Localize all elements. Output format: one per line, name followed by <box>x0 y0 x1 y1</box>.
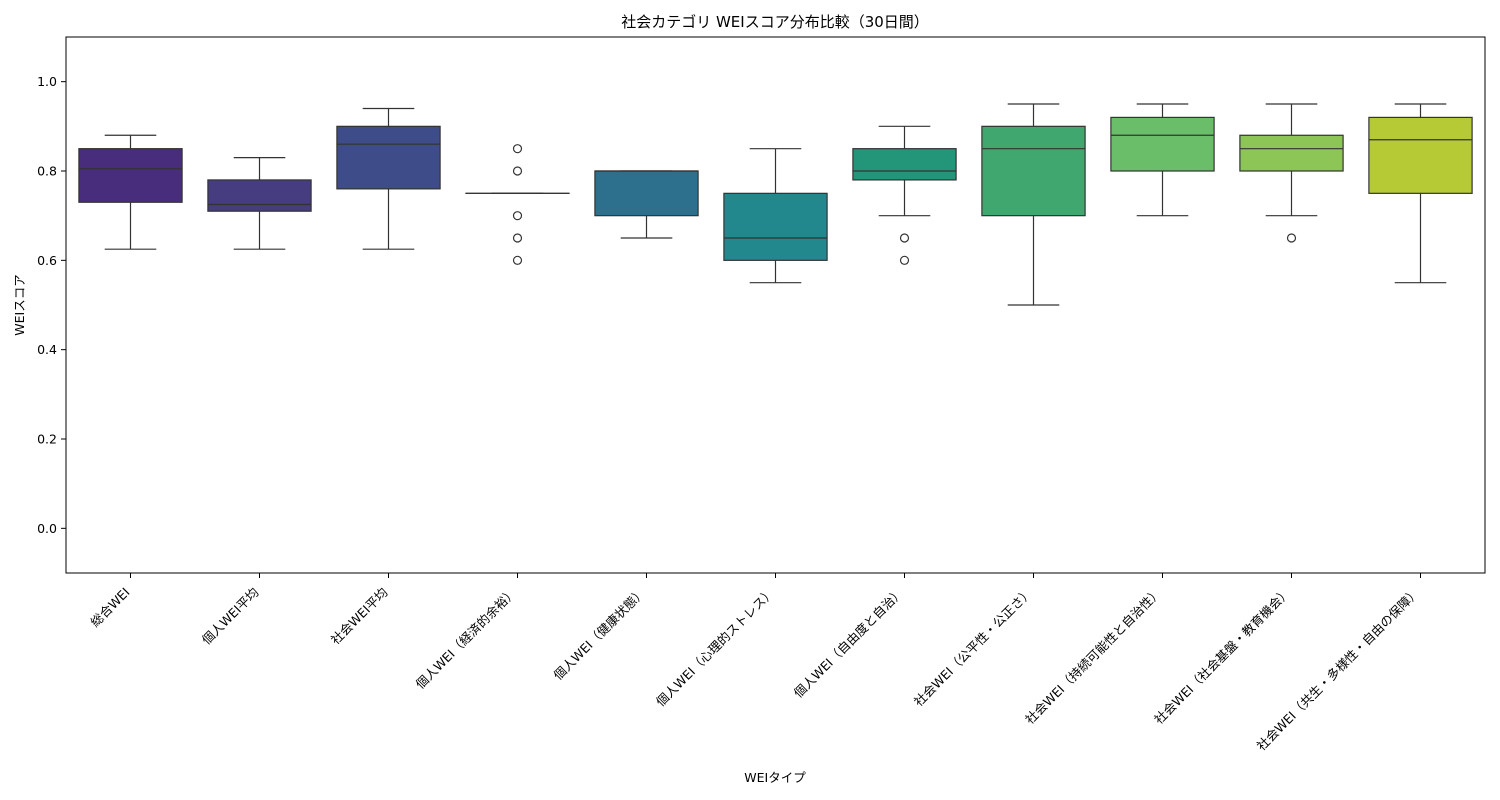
box-9 <box>1110 103 1215 217</box>
x-tick-label: 個人WEI平均 <box>199 585 262 648</box>
box-body <box>852 148 957 181</box>
box-body <box>207 179 312 212</box>
box-body <box>1110 116 1215 172</box>
box-10 <box>1239 103 1344 243</box>
box-2 <box>207 157 312 250</box>
box-7 <box>852 125 957 265</box>
box-3 <box>336 107 441 250</box>
x-tick-label: 社会WEI（公平性・公正さ） <box>911 585 1036 710</box>
x-tick-label: 社会WEI（社会基盤・教育機会） <box>1151 585 1293 727</box>
box-1 <box>78 134 183 250</box>
box-body <box>1368 116 1473 194</box>
box-5 <box>594 170 699 239</box>
box-body <box>78 148 183 203</box>
plot-area-frame <box>65 36 1486 574</box>
outlier-point <box>512 211 523 221</box>
x-tick-label: 社会WEI（共生・多様性・自由の保障） <box>1254 585 1423 754</box>
x-tick-label: 総合WEI <box>87 585 132 630</box>
box-body <box>981 125 1086 217</box>
box-body <box>1239 134 1344 172</box>
x-tick-label: 個人WEI（自由度と自治） <box>791 585 907 701</box>
outlier-point <box>1286 233 1297 243</box>
y-tick-label: 0.0 <box>37 521 57 536</box>
x-tick-label: 個人WEI（心理的ストレス） <box>653 585 778 710</box>
outlier-point <box>512 144 523 154</box>
y-axis-label: WEIスコア <box>12 274 27 335</box>
box-body <box>594 170 699 217</box>
x-axis: 総合WEI 個人WEI平均 社会WEI平均 個人WEI（経済的余裕） 個人WEI（健康状… <box>87 573 1423 754</box>
outlier-point <box>899 233 910 243</box>
box-8 <box>981 103 1086 306</box>
box-6 <box>723 148 828 284</box>
box-4 <box>465 144 570 265</box>
x-axis-label: WEIタイプ <box>744 770 806 785</box>
chart-title: 社会カテゴリ WEIスコア分布比較（30日間） <box>621 13 929 31</box>
box-body <box>336 125 441 190</box>
x-tick-label: 個人WEI（健康状態） <box>550 585 648 683</box>
outlier-point <box>512 255 523 265</box>
x-tick-label: 個人WEI（経済的余裕） <box>413 585 520 692</box>
boxes-layer <box>78 103 1473 306</box>
outlier-point <box>512 166 523 176</box>
outlier-point <box>899 255 910 265</box>
y-axis: 0.0 0.2 0.4 0.6 0.8 1.0 <box>37 74 66 536</box>
box-11 <box>1368 103 1473 284</box>
y-tick-label: 0.2 <box>37 432 57 447</box>
box-body <box>723 192 828 261</box>
outlier-point <box>512 233 523 243</box>
y-tick-label: 1.0 <box>37 74 57 89</box>
x-tick-label: 社会WEI（持続可能性と自治性） <box>1022 585 1164 727</box>
y-tick-label: 0.8 <box>37 164 57 179</box>
x-tick-label: 社会WEI平均 <box>328 585 391 648</box>
y-tick-label: 0.4 <box>37 342 57 357</box>
y-tick-label: 0.6 <box>37 253 57 268</box>
